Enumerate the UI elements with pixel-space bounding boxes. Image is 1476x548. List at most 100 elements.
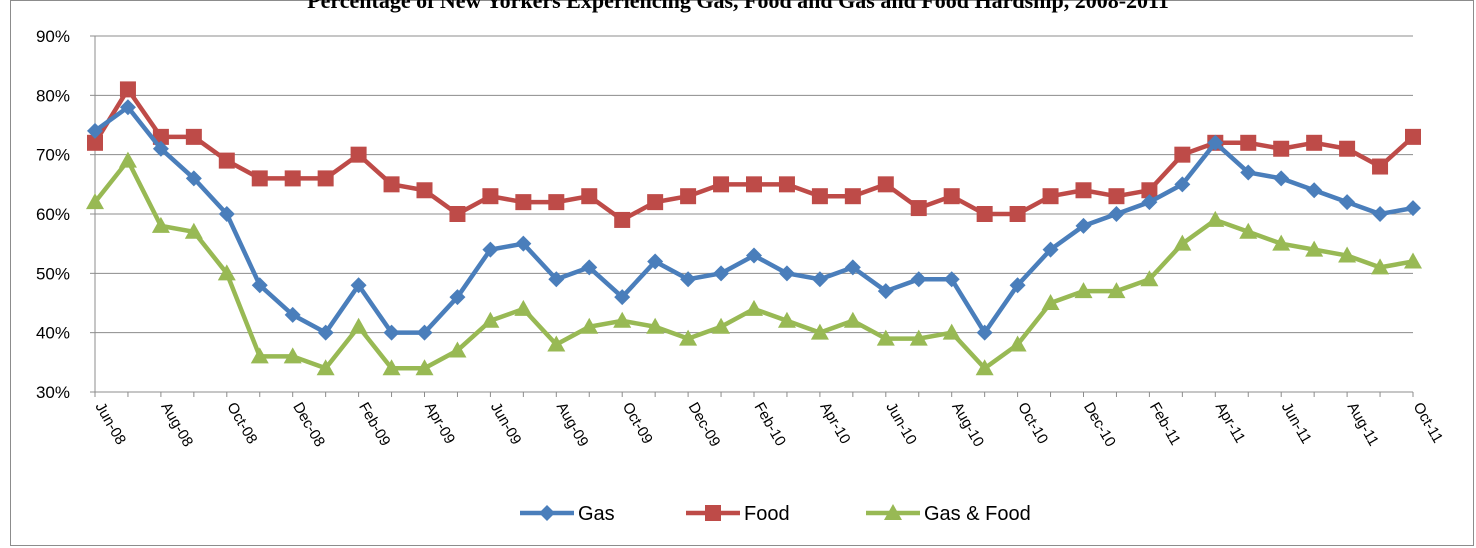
data-point (1074, 282, 1093, 299)
data-point (614, 211, 631, 228)
data-point (218, 152, 235, 169)
data-point (317, 324, 334, 341)
data-point (1140, 270, 1159, 287)
x-tick-label: Feb-10 (751, 400, 789, 450)
legend-item: Gas & Food (866, 503, 1031, 525)
data-point (251, 170, 268, 187)
data-point (284, 306, 301, 323)
x-axis: Jun-08 Aug-08 Oct-08 Dec-08 Feb-09 Apr-09 Jun-… (92, 392, 1446, 450)
data-point (1042, 188, 1059, 205)
x-tick-label: Oct-10 (1014, 400, 1051, 447)
x-tick-label: Aug-11 (1344, 400, 1382, 449)
x-tick-label: Feb-09 (355, 400, 393, 450)
data-point (1339, 194, 1356, 211)
data-point (746, 176, 762, 193)
chart-title: Percentage of New Yorkers Experiencing G… (307, 0, 1169, 13)
data-point (119, 81, 136, 98)
x-tick-label: Oct-08 (223, 400, 260, 447)
data-point (581, 188, 598, 205)
data-point (1240, 134, 1257, 151)
data-point (1207, 134, 1224, 151)
x-tick-label: Feb-11 (1146, 400, 1184, 449)
data-point (1141, 182, 1158, 199)
data-point (416, 324, 433, 341)
data-point (1008, 335, 1027, 352)
series-gas-food (86, 151, 1422, 376)
data-point (86, 193, 104, 210)
data-point (1141, 194, 1158, 211)
y-tick-label: 90% (36, 27, 70, 46)
data-point (580, 317, 599, 334)
data-point (1372, 206, 1389, 222)
data-point (482, 241, 499, 258)
data-point (548, 194, 565, 211)
x-tick-label: Aug-10 (948, 400, 987, 450)
data-point (1405, 128, 1421, 145)
series-food (87, 81, 1421, 228)
x-tick-label: Apr-10 (816, 400, 853, 447)
data-point (713, 265, 730, 282)
x-tick-label: Dec-09 (685, 400, 724, 450)
legend-item: Gas (520, 503, 615, 525)
data-point (87, 134, 103, 151)
data-point (349, 317, 368, 334)
data-point (1305, 240, 1324, 257)
data-point (712, 317, 731, 334)
y-tick-label: 70% (36, 146, 70, 165)
data-point (118, 151, 137, 168)
series-group (86, 81, 1422, 376)
data-point (382, 359, 401, 376)
data-point (1107, 282, 1126, 299)
data-point (515, 235, 532, 252)
x-tick-label: Dec-10 (1080, 400, 1119, 450)
data-point (482, 188, 499, 205)
data-point (943, 188, 960, 205)
data-point (877, 283, 894, 300)
data-point (1273, 140, 1290, 157)
data-point (810, 323, 829, 340)
y-tick-label: 40% (36, 324, 70, 343)
data-point (884, 504, 902, 520)
data-point (614, 289, 631, 306)
legend-item: Food (686, 503, 790, 525)
data-point (87, 122, 103, 139)
data-point (976, 206, 993, 222)
x-tick-label: Apr-09 (421, 400, 458, 447)
data-point (778, 176, 795, 193)
data-point (152, 140, 169, 157)
data-point (1372, 158, 1389, 175)
data-point (449, 206, 466, 222)
data-point (910, 200, 927, 217)
data-point (1371, 258, 1390, 275)
data-point (975, 359, 994, 376)
data-point (1272, 234, 1291, 251)
y-tick-label: 30% (36, 383, 70, 402)
data-point (1306, 182, 1323, 199)
data-point (844, 188, 861, 205)
data-point (539, 505, 555, 521)
data-point (909, 329, 928, 346)
data-point (547, 335, 566, 352)
x-tick-label: Dec-08 (289, 400, 328, 450)
data-point (581, 259, 598, 276)
data-point (1108, 206, 1125, 222)
gridlines (95, 35, 1413, 393)
data-point (1042, 241, 1059, 258)
data-point (680, 271, 697, 288)
data-point (811, 271, 828, 288)
data-point (350, 277, 367, 294)
data-point (1405, 200, 1421, 217)
data-point (184, 222, 203, 239)
data-point (1338, 246, 1357, 263)
legend-label: Gas & Food (924, 503, 1031, 525)
x-tick-label: Apr-11 (1212, 400, 1249, 447)
data-point (1009, 206, 1026, 222)
data-point (283, 347, 302, 364)
legend: Gas Food Gas & Food (520, 503, 1031, 525)
legend-label: Food (744, 503, 790, 525)
data-point (1240, 164, 1257, 181)
data-point (185, 170, 202, 187)
data-point (1339, 140, 1356, 157)
x-tick-label: Jun-09 (487, 400, 525, 448)
